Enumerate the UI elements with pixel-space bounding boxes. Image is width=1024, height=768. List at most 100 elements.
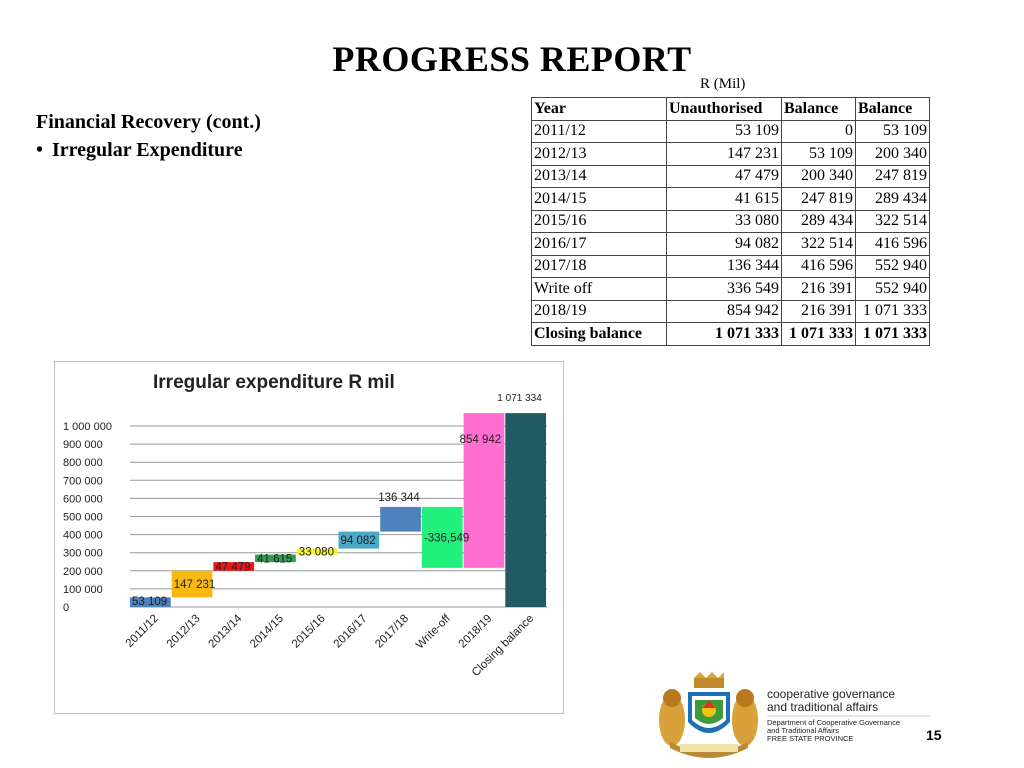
bullet-item: • Irregular Expenditure (36, 139, 243, 162)
free-state-coat-of-arms-logo: cooperative governance and traditional a… (659, 672, 930, 758)
waterfall-bar (338, 531, 380, 549)
data-label: 41 615 (257, 553, 292, 565)
table-unit-label: R (Mil) (700, 76, 746, 92)
table-cell: 247 819 (855, 164, 930, 188)
table-cell: 1 071 333 (781, 322, 856, 346)
logo-text-line5: FREE STATE PROVINCE (767, 734, 853, 743)
table-row: 2016/17 94 082 322 514 416 596 (531, 232, 930, 256)
table-cell: 2017/18 (531, 254, 667, 278)
table-row: 2012/13 147 231 53 109 200 340 (531, 142, 930, 166)
waterfall-bar (130, 597, 171, 607)
data-label: 854 942 (460, 434, 502, 446)
waterfall-bar (171, 570, 213, 598)
logo-text-line3: Department of Cooperative Governance (767, 718, 900, 727)
x-category-label: 2012/13 (165, 613, 203, 651)
section-subtitle: Financial Recovery (cont.) (36, 111, 261, 133)
table-cell: 1 071 333 (666, 322, 782, 346)
x-category-label: 2014/15 (248, 613, 286, 651)
table-cell: 854 942 (666, 299, 782, 323)
table-cell: 41 615 (666, 187, 782, 211)
page-number: 15 (926, 727, 942, 743)
table-total-row: Closing balance 1 071 333 1 071 333 1 071 3… (531, 322, 930, 346)
data-label: 47 479 (215, 561, 250, 573)
table-cell: 147 231 (666, 142, 782, 166)
table-header-row: Year Unauthorised Balance Balance (531, 97, 930, 121)
y-tick-label: 300 000 (63, 548, 103, 560)
table-cell: 322 514 (855, 209, 930, 233)
waterfall-bar (255, 554, 296, 563)
table-cell: 200 340 (855, 142, 930, 166)
chart-title: Irregular expenditure R mil (153, 372, 395, 393)
data-label: 1 071 334 (497, 393, 542, 404)
y-tick-label: 0 (63, 602, 69, 614)
logo-text-line1: cooperative governance (767, 687, 895, 701)
waterfall-bar (421, 506, 463, 568)
y-tick-label: 600 000 (63, 493, 103, 505)
irregular-expenditure-chart: Irregular expenditure R mil 0 100 000 200 0… (54, 361, 564, 714)
table-row: 2014/15 41 615 247 819 289 434 (531, 187, 930, 211)
table-header-cell: Year (531, 97, 667, 121)
data-label: -336,549 (424, 532, 469, 544)
y-tick-label: 400 000 (63, 530, 103, 542)
table-cell: 289 434 (781, 209, 856, 233)
x-category-label: 2013/14 (206, 612, 244, 650)
y-tick-label: 1 000 000 (63, 421, 112, 433)
table-cell: 416 596 (781, 254, 856, 278)
table-cell: 1 071 333 (855, 322, 930, 346)
x-category-label: Write-off (414, 612, 453, 651)
y-tick-label: 200 000 (63, 566, 103, 578)
table-row: 2013/14 47 479 200 340 247 819 (531, 164, 930, 188)
data-label: 33 080 (299, 547, 334, 559)
chart-svg: Irregular expenditure R mil 0 100 000 200 0… (63, 372, 547, 679)
table-cell: 336 549 (666, 277, 782, 301)
table-header-cell: Balance (855, 97, 930, 121)
waterfall-bar (505, 413, 546, 607)
table-cell: 2012/13 (531, 142, 667, 166)
table-cell: 136 344 (666, 254, 782, 278)
table-row: 2018/19 854 942 216 391 1 071 333 (531, 299, 930, 323)
table-cell: 322 514 (781, 232, 856, 256)
table-cell: 33 080 (666, 209, 782, 233)
table-cell: 2018/19 (531, 299, 667, 323)
table-cell: 94 082 (666, 232, 782, 256)
table-cell: 552 940 (855, 254, 930, 278)
logo-text-line2: and traditional affairs (767, 700, 878, 714)
x-category-label: 2016/17 (332, 613, 370, 651)
data-label: 147 231 (174, 579, 216, 591)
waterfall-bar (213, 562, 255, 571)
y-tick-label: 900 000 (63, 439, 103, 451)
bullet-text: Irregular Expenditure (52, 139, 243, 161)
table-cell: 200 340 (781, 164, 856, 188)
y-tick-label: 100 000 (63, 584, 103, 596)
irregular-expenditure-table: Year Unauthorised Balance Balance 2011/12 53 … (531, 97, 930, 346)
waterfall-bar (380, 506, 421, 532)
x-category-label: 2018/19 (457, 613, 495, 651)
data-label: 94 082 (341, 535, 376, 547)
waterfall-bar (296, 548, 338, 555)
x-category-label: 2011/12 (124, 613, 161, 650)
slide-title: PROGRESS REPORT (332, 39, 692, 79)
table-cell: 247 819 (781, 187, 856, 211)
bullet-dot-icon: • (36, 139, 44, 161)
data-label: 53 109 (132, 596, 167, 608)
table-cell: 2016/17 (531, 232, 667, 256)
table-cell: 2015/16 (531, 209, 667, 233)
table-header-cell: Unauthorised (666, 97, 782, 121)
y-tick-label: 500 000 (63, 512, 103, 524)
logo-text-line4: and Traditional Affairs (767, 726, 839, 735)
table-cell: 53 109 (666, 119, 782, 143)
table-cell: 289 434 (855, 187, 930, 211)
data-label: 136 344 (378, 492, 420, 504)
table-row: 2015/16 33 080 289 434 322 514 (531, 209, 930, 233)
table-cell: 2013/14 (531, 164, 667, 188)
table-row: 2011/12 53 109 0 53 109 (531, 119, 930, 143)
table-header-cell: Balance (781, 97, 856, 121)
waterfall-bar (463, 413, 505, 568)
table-cell: 53 109 (781, 142, 856, 166)
table-cell: 47 479 (666, 164, 782, 188)
y-tick-label: 700 000 (63, 475, 103, 487)
table-cell: 216 391 (781, 299, 856, 323)
table-cell: 2014/15 (531, 187, 667, 211)
table-cell: 2011/12 (531, 119, 667, 143)
table-cell: 1 071 333 (855, 299, 930, 323)
